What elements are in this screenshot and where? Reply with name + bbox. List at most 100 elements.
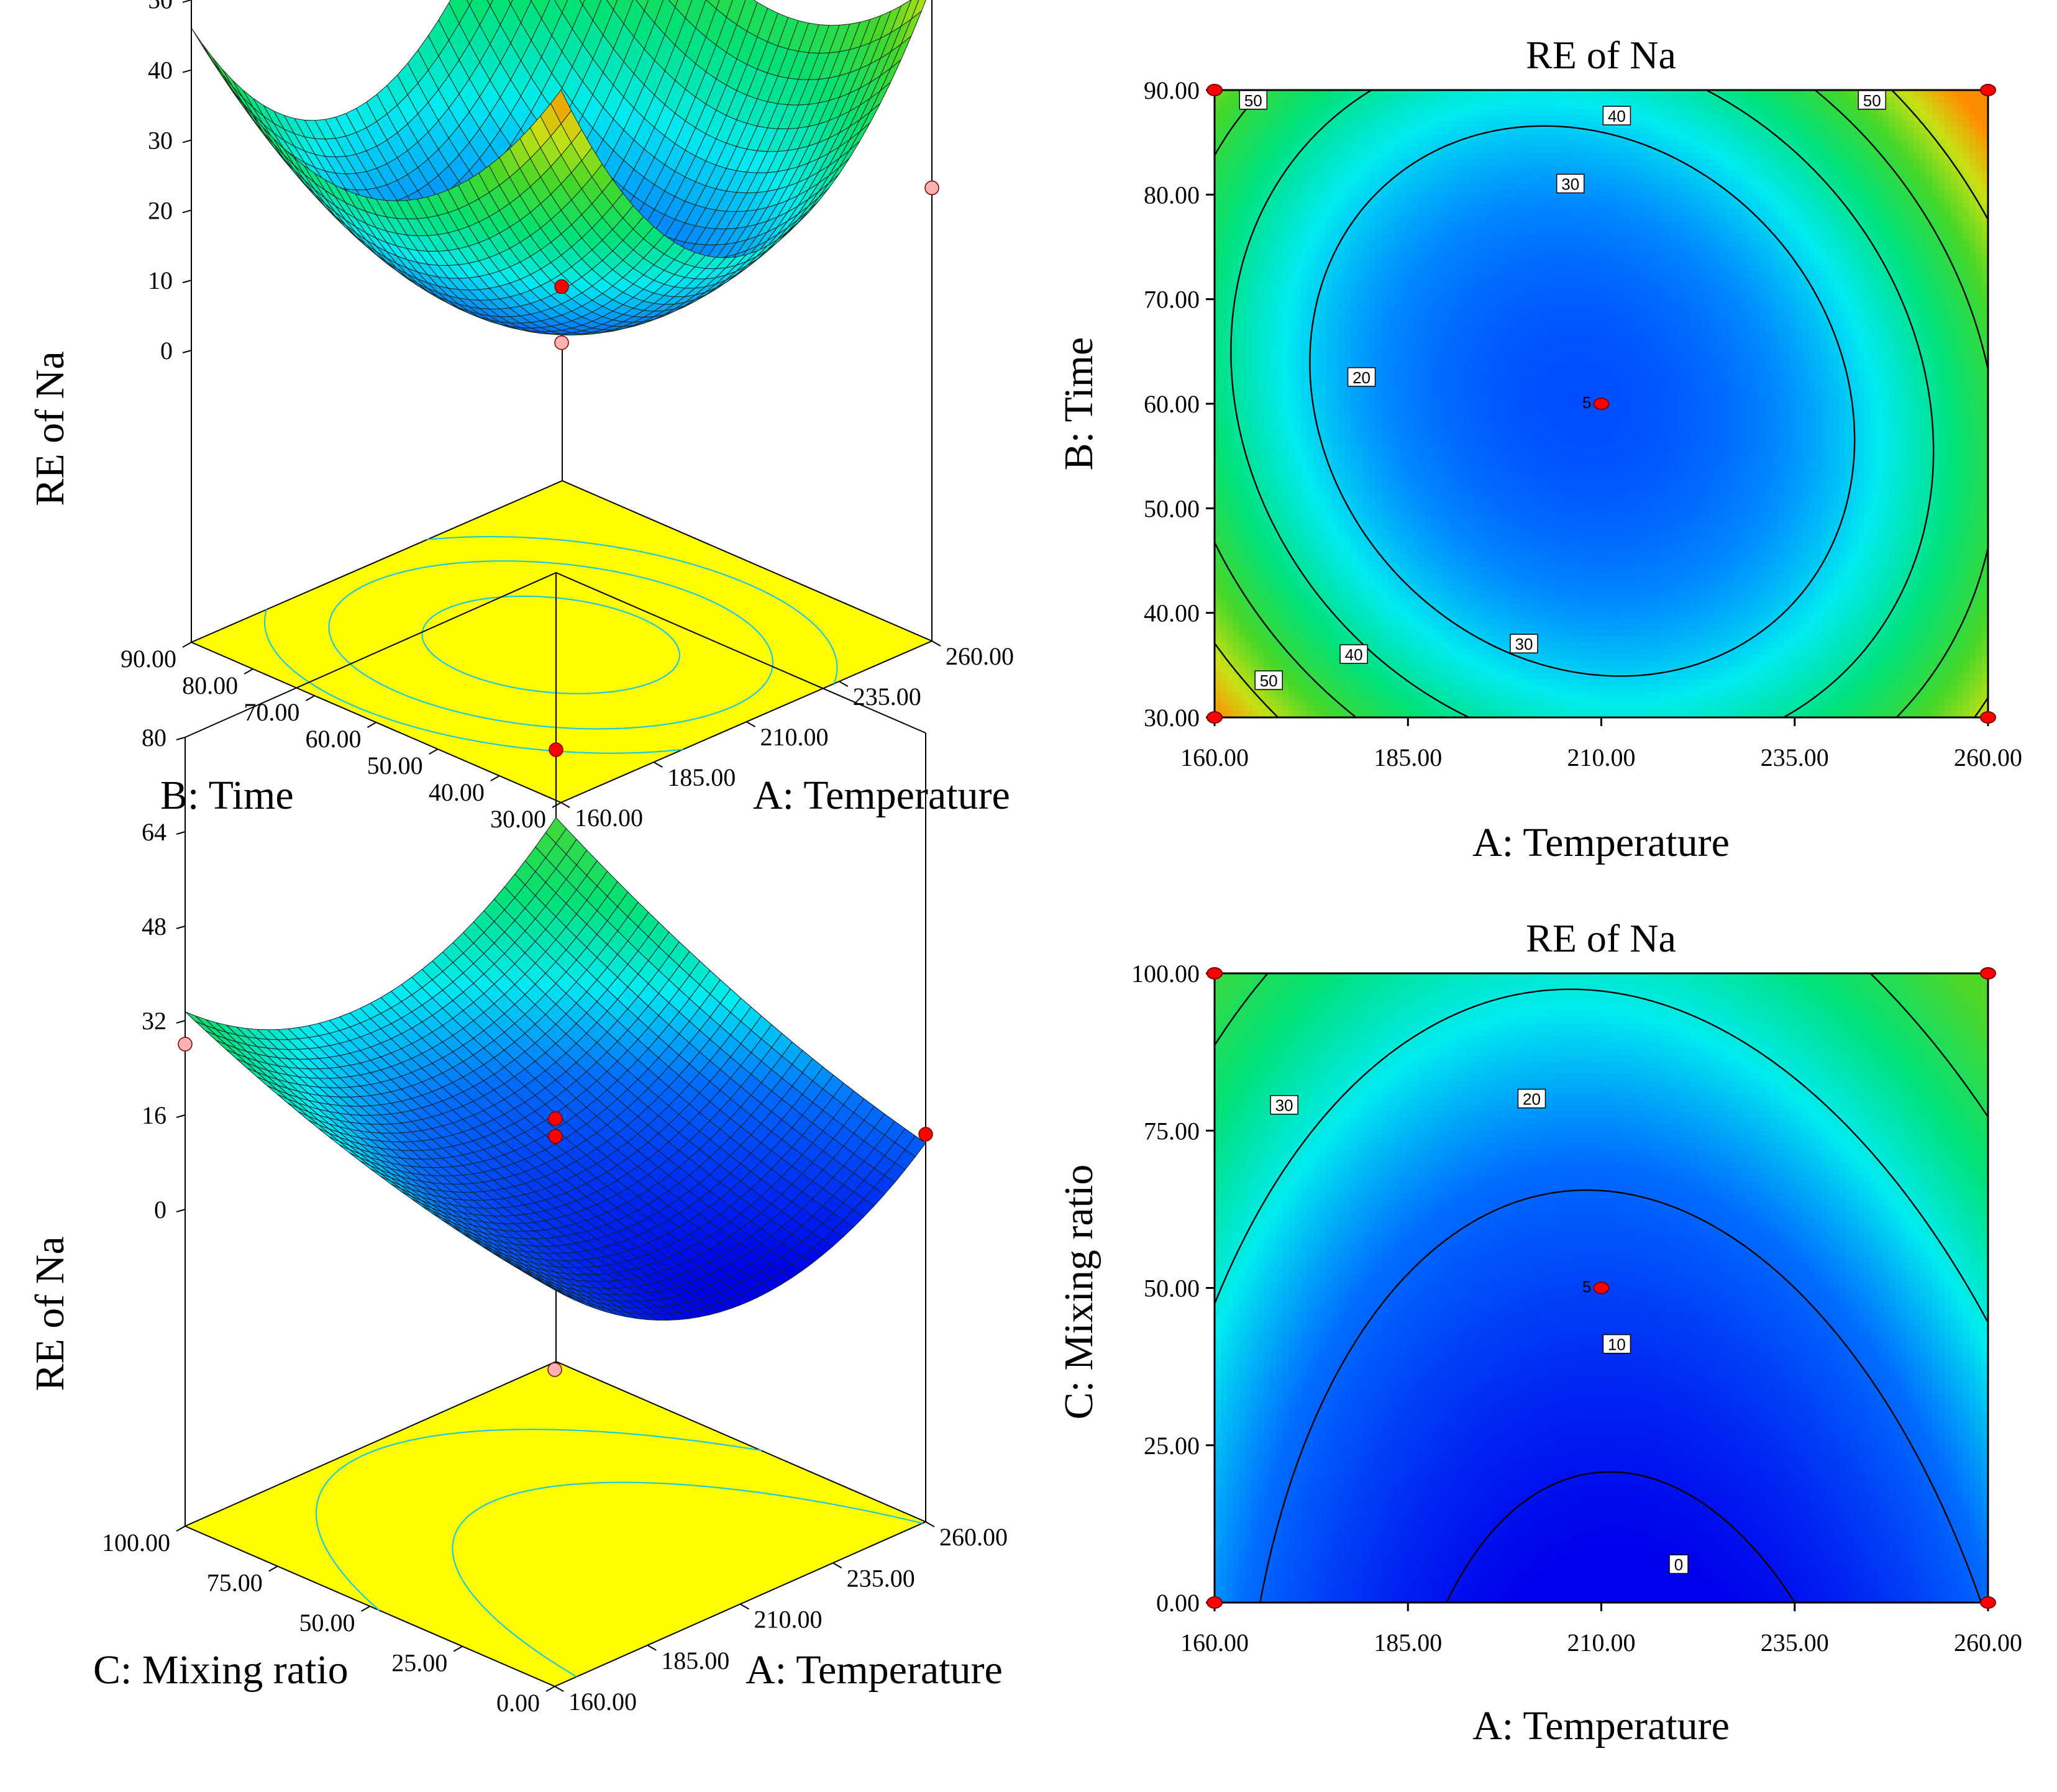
contour-fill-cell (1332, 698, 1339, 706)
contour-fill-cell (1320, 611, 1327, 618)
contour-fill-cell (1233, 648, 1240, 655)
contour-fill-cell (1282, 184, 1290, 191)
contour-fill-cell (1239, 447, 1246, 455)
contour-fill-cell (1344, 604, 1351, 612)
contour-fill-cell (1320, 316, 1327, 323)
contour-fill-cell (1295, 604, 1302, 612)
contour-fill-cell (1320, 397, 1327, 404)
contour-fill-cell (1245, 535, 1252, 542)
contour-fill-cell (1431, 504, 1438, 511)
contour-fill-cell (1437, 134, 1444, 141)
contour-fill-cell (1295, 648, 1302, 655)
contour-fill-cell (1400, 115, 1407, 122)
contour-fill-cell (1226, 617, 1234, 624)
contour-fill-cell (1425, 234, 1432, 242)
contour-fill-cell (1381, 328, 1389, 335)
contour-fill-cell (1387, 109, 1395, 116)
contour-fill-cell (1412, 303, 1420, 311)
contour-fill-cell (1431, 134, 1438, 141)
contour-fill-cell (1264, 629, 1271, 637)
contour-fill-cell (1369, 560, 1376, 568)
contour-fill-cell (1245, 202, 1252, 210)
contour-fill-cell (1332, 598, 1339, 605)
contour-fill-cell (1437, 184, 1444, 191)
contour-fill-cell (1276, 341, 1284, 348)
contour-fill-cell (1431, 635, 1438, 643)
contour-fill-cell (1276, 617, 1284, 624)
contour-fill-cell (1357, 234, 1364, 242)
contour-fill-cell (1431, 473, 1438, 480)
contour-fill-cell (1351, 498, 1357, 505)
contour-fill-cell (1338, 391, 1345, 398)
contour-fill-cell (1375, 491, 1382, 499)
contour-fill-cell (1257, 159, 1265, 166)
contour-fill-cell (1313, 404, 1321, 411)
contour-fill-cell (1295, 441, 1302, 448)
contour-fill-cell (1239, 611, 1246, 618)
contour-fill-cell (1295, 184, 1302, 191)
contour-fill-cell (1270, 629, 1277, 637)
contour-fill-cell (1251, 504, 1259, 511)
contour-fill-cell (1295, 711, 1302, 717)
contour-fill-cell (1226, 109, 1234, 116)
contour-fill-cell (1418, 265, 1426, 273)
contour-fill-cell (1418, 510, 1426, 517)
contour-fill-cell (1357, 165, 1364, 173)
contour-fill-cell (1257, 284, 1265, 291)
contour-fill-cell (1251, 404, 1259, 411)
contour-fill-cell (1301, 673, 1308, 681)
y-tick-label: 50.00 (367, 752, 423, 780)
contour-fill-cell (1332, 297, 1339, 304)
contour-fill-cell (1418, 673, 1426, 681)
contour-fill-cell (1245, 592, 1252, 599)
contour-fill-cell (1326, 648, 1333, 655)
contour-fill-cell (1239, 655, 1246, 662)
contour-fill-cell (1400, 134, 1407, 141)
contour-fill-cell (1425, 585, 1432, 593)
contour-fill-cell (1295, 316, 1302, 323)
contour-fill-cell (1251, 391, 1259, 398)
contour-fill-cell (1264, 648, 1271, 655)
contour-fill-cell (1369, 404, 1376, 411)
contour-fill-cell (1215, 240, 1221, 248)
contour-fill-cell (1288, 284, 1296, 291)
contour-fill-cell (1226, 404, 1234, 411)
contour-fill-cell (1301, 692, 1308, 699)
contour-fill-cell (1381, 435, 1389, 442)
contour-fill-cell (1393, 435, 1401, 442)
contour-fill-cell (1270, 96, 1277, 103)
contour-fill-cell (1437, 178, 1444, 185)
contour-fill-cell (1326, 617, 1333, 624)
contour-fill-cell (1387, 504, 1395, 511)
contour-fill-cell (1295, 560, 1302, 568)
contour-fill-cell (1387, 554, 1395, 562)
contour-fill-cell (1276, 184, 1284, 191)
contour-fill-cell (1326, 90, 1333, 97)
contour-fill-cell (1338, 673, 1345, 681)
contour-fill-cell (1369, 271, 1376, 279)
contour-fill-cell (1301, 429, 1308, 436)
contour-fill-cell (1233, 585, 1240, 593)
contour-fill-cell (1393, 216, 1401, 222)
contour-fill-cell (1418, 655, 1426, 662)
contour-fill-cell (1326, 416, 1333, 424)
contour-fill-cell (1363, 460, 1370, 467)
contour-fill-cell (1387, 140, 1395, 147)
contour-fill-cell (1215, 491, 1221, 499)
contour-fill-cell (1425, 297, 1432, 304)
contour-fill-cell (1276, 303, 1284, 311)
contour-fill-cell (1351, 522, 1357, 530)
contour-fill-cell (1375, 209, 1382, 216)
contour-fill-cell (1332, 216, 1339, 222)
contour-fill-cell (1326, 453, 1333, 461)
contour-fill-cell (1264, 429, 1271, 436)
contour-fill-cell (1431, 397, 1438, 404)
contour-fill-cell (1239, 384, 1246, 392)
contour-fill-cell (1418, 384, 1426, 392)
contour-fill-cell (1276, 704, 1284, 712)
contour-fill-cell (1245, 234, 1252, 242)
contour-fill-cell (1301, 240, 1308, 248)
contour-fill-cell (1406, 216, 1413, 222)
contour-fill-cell (1276, 334, 1284, 342)
contour-fill-cell (1326, 134, 1333, 141)
